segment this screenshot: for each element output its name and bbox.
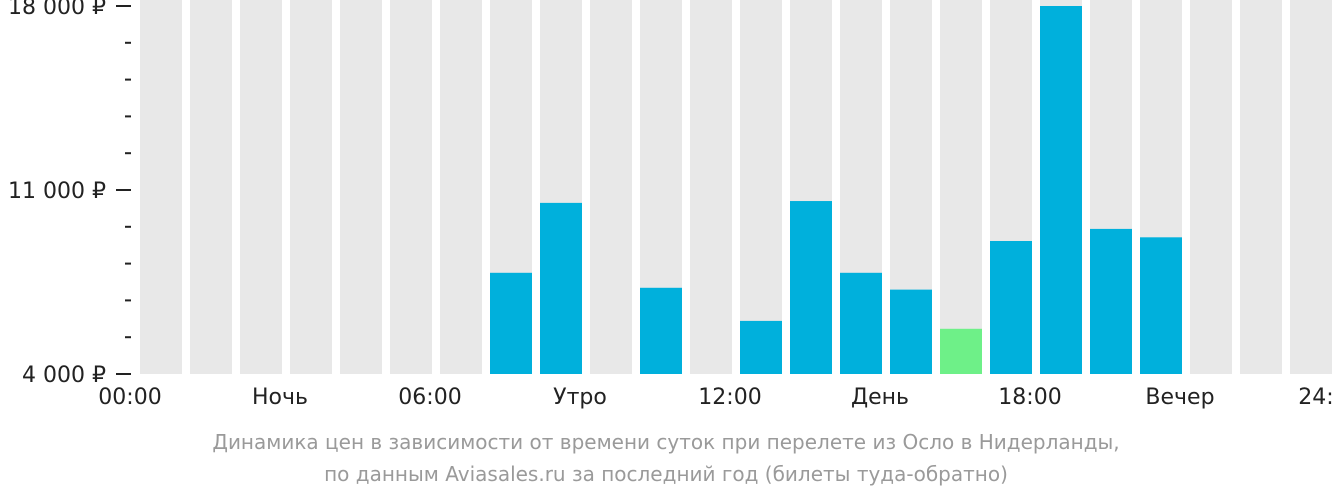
x-tick-label: Утро [553, 385, 607, 410]
x-tick-label: Вечер [1145, 385, 1214, 410]
price-bar[interactable] [840, 272, 882, 374]
x-tick-label: 00:00 [98, 385, 161, 410]
background-slot [190, 0, 232, 374]
x-tick-label: 24:00 [1298, 385, 1332, 410]
price-bar[interactable] [640, 287, 682, 374]
y-axis: 18 000 ₽ 11 000 ₽ 4 000 ₽ [8, 0, 131, 388]
background-slot [290, 0, 332, 374]
background-slot [440, 0, 482, 374]
x-tick-label: 18:00 [998, 385, 1061, 410]
background-slot [390, 0, 432, 374]
background-slot [1190, 0, 1232, 374]
price-bar[interactable] [490, 272, 532, 374]
cheapest-price-bar[interactable] [940, 328, 982, 374]
price-by-time-chart: 18 000 ₽ 11 000 ₽ 4 000 ₽ 00:00 Ночь 06:00 Ут… [8, 0, 1332, 410]
y-tick-label: 4 000 ₽ [22, 363, 106, 388]
y-tick-label: 11 000 ₽ [8, 179, 106, 204]
background-slot [740, 0, 782, 374]
x-tick-label: 12:00 [698, 385, 761, 410]
y-tick-label: 18 000 ₽ [8, 0, 106, 20]
price-bar[interactable] [540, 202, 582, 374]
x-tick-label: 06:00 [398, 385, 461, 410]
chart-caption-line-2: по данным Aviasales.ru за последний год … [324, 462, 1008, 486]
background-slot [140, 0, 182, 374]
price-bar[interactable] [1140, 237, 1182, 374]
background-slot [1240, 0, 1282, 374]
background-slot [340, 0, 382, 374]
price-bar[interactable] [990, 240, 1032, 374]
x-tick-label: День [851, 385, 909, 410]
price-bar[interactable] [890, 289, 932, 374]
background-slot [690, 0, 732, 374]
x-axis: 00:00 Ночь 06:00 Утро 12:00 День 18:00 Вечер 24:… [98, 385, 1332, 410]
background-slot [940, 0, 982, 374]
price-bar[interactable] [1090, 228, 1132, 374]
price-bar[interactable] [790, 201, 832, 374]
chart-caption-line-1: Динамика цен в зависимости от времени су… [212, 430, 1120, 454]
background-slot [240, 0, 282, 374]
x-tick-label: Ночь [252, 385, 308, 410]
price-bar[interactable] [1040, 6, 1082, 374]
price-bars [490, 6, 1182, 374]
background-slot [590, 0, 632, 374]
price-bar[interactable] [740, 320, 782, 374]
background-slot [1290, 0, 1332, 374]
